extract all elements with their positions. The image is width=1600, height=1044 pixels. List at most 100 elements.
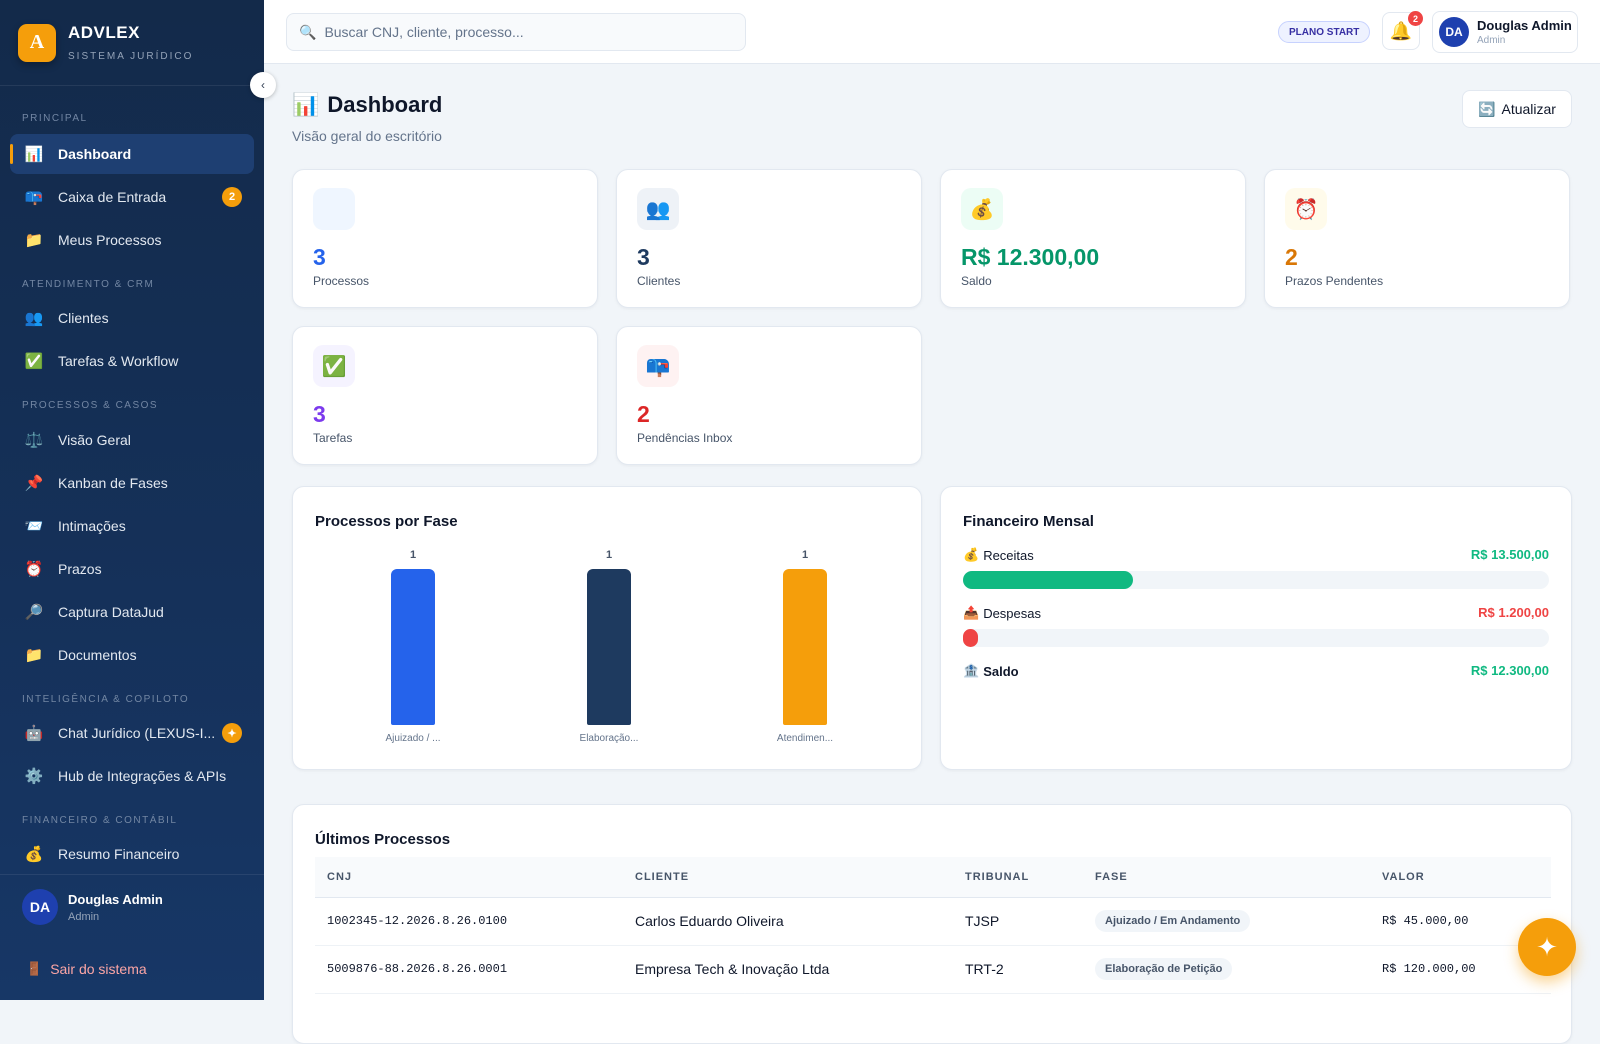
balance-label: Saldo [983,663,1019,679]
section-principal: PRINCIPAL [22,113,88,124]
money-bag-icon: 💰 [24,846,44,863]
users-icon: 👥 [24,310,44,327]
sidebar-item-finance-summary[interactable]: 💰 Resumo Financeiro [10,834,254,874]
door-icon: 🚪 [26,961,43,976]
phase-bar[interactable] [587,569,631,725]
stat-value: 3 [313,244,326,270]
stat-card-inbox[interactable]: 📪 2 Pendências Inbox [616,326,922,465]
sidebar-user-name: Douglas Admin [68,891,163,907]
sidebar-item-label: Dashboard [58,146,132,162]
refresh-button[interactable]: 🔄 Atualizar [1462,90,1572,128]
sidebar-item-deadlines[interactable]: ⏰ Prazos [10,549,254,589]
finance-row-income: 💰 Receitas R$ 13.500,00 [963,547,1549,589]
finance-row-balance: 🏦 Saldo R$ 12.300,00 [963,663,1549,679]
inbox-count-badge: 2 [222,187,242,207]
table-row[interactable]: 1002345-12.2026.8.26.0100 Carlos Eduardo… [315,897,1551,946]
notifications-button[interactable]: 🔔 2 [1382,11,1423,50]
gear-icon: ⚙️ [24,768,44,785]
brand-subtitle: SISTEMA JURÍDICO [68,51,194,62]
search-box[interactable]: 🔍 [286,13,746,51]
search-icon: 🔍 [299,23,317,40]
sidebar-item-documents[interactable]: 📁 Documentos [10,635,254,675]
sidebar-item-my-processes[interactable]: 📁 Meus Processos [10,220,254,260]
sidebar-item-kanban[interactable]: 📌 Kanban de Fases [10,463,254,503]
latest-processes-card: Últimos Processos CNJ CLIENTE TRIBUNAL F… [292,804,1572,1044]
phase-badge: Ajuizado / Em Andamento [1095,910,1251,932]
stat-card-processes[interactable]: 3 Processos [292,169,598,308]
court-cell: TRT-2 [953,945,1083,994]
stat-label: Tarefas [313,431,353,445]
envelope-icon: 📨 [24,518,44,535]
sidebar-item-datajud[interactable]: 🔎 Captura DataJud [10,592,254,632]
sidebar-item-legal-chat[interactable]: 🤖 Chat Jurídico (LEXUS-I... ✦ [10,713,254,753]
finance-card: Financeiro Mensal 💰 Receitas R$ 13.500,00… [940,486,1572,770]
expenses-bar [963,629,979,647]
user-name: Douglas Admin [1477,18,1572,33]
mailbox-icon: 📪 [637,345,679,387]
page-subtitle: Visão geral do escritório [292,128,442,144]
stat-card-tasks[interactable]: ✅ 3 Tarefas [292,326,598,465]
sidebar-item-label: Caixa de Entrada [58,189,167,205]
stat-card-clients[interactable]: 👥 3 Clientes [616,169,922,308]
column-header-client[interactable]: CLIENTE [623,857,953,898]
magnifier-icon: 🔎 [24,604,44,621]
stat-value: 3 [637,244,650,270]
alarm-clock-icon: ⏰ [24,561,44,578]
table-row[interactable]: 5009876-88.2026.8.26.0001 Empresa Tech &… [315,945,1551,994]
cnj-cell: 1002345-12.2026.8.26.0100 [315,897,623,946]
court-cell: TJSP [953,897,1083,946]
client-cell: Carlos Eduardo Oliveira [623,897,953,946]
sidebar-item-intimations[interactable]: 📨 Intimações [10,506,254,546]
stat-value: 2 [1285,244,1298,270]
table-header-row: CNJ CLIENTE TRIBUNAL FASE VALOR [315,857,1551,898]
processes-table: CNJ CLIENTE TRIBUNAL FASE VALOR 1002345-… [315,857,1551,994]
expenses-track [963,629,1549,647]
column-header-phase[interactable]: FASE [1083,857,1370,898]
stat-label: Prazos Pendentes [1285,274,1384,288]
bar-category-label: Ajuizado / ... [385,733,441,744]
section-processes: PROCESSOS & CASOS [22,400,159,411]
check-icon: ✅ [313,345,355,387]
sidebar-item-integrations[interactable]: ⚙️ Hub de Integrações & APIs [10,756,254,796]
search-input[interactable] [324,24,725,40]
avatar: DA [1439,17,1469,47]
sidebar-item-label: Visão Geral [58,432,131,448]
user-role: Admin [1477,35,1506,46]
stat-value: 2 [637,401,650,427]
sidebar-item-label: Documentos [58,647,137,663]
sidebar-item-label: Intimações [58,518,126,534]
copilot-fab-button[interactable]: ✦ [1518,918,1576,976]
stat-value: R$ 12.300,00 [961,244,1100,270]
income-bar [963,571,1133,589]
bar-value-label: 1 [605,549,613,561]
column-header-value[interactable]: VALOR [1370,857,1551,898]
sidebar-user[interactable]: DA Douglas Admin Admin 🚪 Sair do sistema [0,874,264,1000]
sidebar-item-tasks[interactable]: ✅ Tarefas & Workflow [10,341,254,381]
sidebar-item-label: Tarefas & Workflow [58,353,179,369]
stat-card-balance[interactable]: 💰 R$ 12.300,00 Saldo [940,169,1246,308]
chart-icon: 📊 [292,92,320,117]
logout-link[interactable]: 🚪 Sair do sistema [26,961,147,977]
user-menu[interactable]: DA Douglas Admin Admin [1432,11,1578,53]
phase-bar[interactable] [783,569,827,725]
brand[interactable]: A ADVLEX SISTEMA JURÍDICO [0,0,264,86]
refresh-icon: 🔄 [1478,100,1496,117]
sidebar-item-clients[interactable]: 👥 Clientes [10,298,254,338]
sparkle-icon: ✦ [222,723,242,743]
brand-logo: A [18,23,56,62]
collapse-sidebar-button[interactable]: ‹ [250,72,276,98]
column-header-cnj[interactable]: CNJ [315,857,623,898]
sidebar-item-inbox[interactable]: 📪 Caixa de Entrada 2 [10,177,254,217]
phase-bar[interactable] [391,569,435,725]
sidebar-item-overview[interactable]: ⚖️ Visão Geral [10,420,254,460]
section-crm: ATENDIMENTO & CRM [22,279,155,290]
sidebar-item-dashboard[interactable]: 📊 Dashboard [10,134,254,174]
section-intelligence: INTELIGÊNCIA & COPILOTO [22,694,190,705]
column-header-court[interactable]: TRIBUNAL [953,857,1083,898]
income-label: Receitas [983,547,1034,563]
sidebar-user-role: Admin [68,910,100,923]
stat-label: Processos [313,274,370,288]
alarm-clock-icon: ⏰ [1285,188,1327,230]
stat-card-deadlines[interactable]: ⏰ 2 Prazos Pendentes [1264,169,1570,308]
robot-icon: 🤖 [24,725,44,742]
